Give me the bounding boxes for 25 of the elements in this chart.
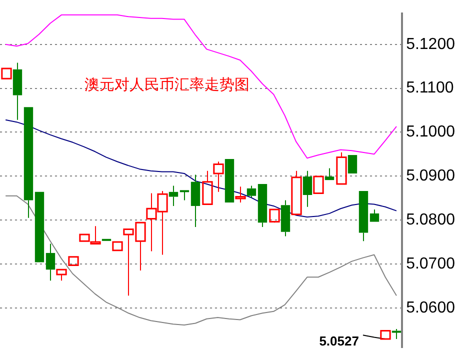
text: 澳元对人民币汇率走势图 xyxy=(84,75,250,94)
candlestick xyxy=(190,174,200,228)
candlestick xyxy=(324,168,334,180)
candlestick xyxy=(202,170,213,205)
candlestick xyxy=(302,170,312,208)
candlestick xyxy=(280,200,290,237)
y-tick-label: 5.1100 xyxy=(406,80,454,97)
y-tick-label: 5.0900 xyxy=(406,168,456,185)
candlestick xyxy=(392,328,402,340)
candlestick xyxy=(370,208,380,222)
candlestick xyxy=(235,186,246,203)
y-tick-label: 5.1000 xyxy=(406,124,456,141)
annotation: 5.0527 xyxy=(319,333,359,348)
candlestick xyxy=(180,190,190,201)
y-tick-label: 5.0600 xyxy=(406,299,456,316)
y-tick-label: 5.0700 xyxy=(406,255,456,272)
y-tick-label: 5.1200 xyxy=(406,36,456,53)
candlestick xyxy=(213,161,224,192)
y-tick-label: 5.0800 xyxy=(406,211,456,228)
candlestick xyxy=(258,184,268,228)
candlestick xyxy=(12,62,22,120)
candlestick xyxy=(46,243,56,282)
candlestick xyxy=(358,191,368,242)
candlestick xyxy=(168,185,178,206)
candlestick xyxy=(24,107,34,218)
